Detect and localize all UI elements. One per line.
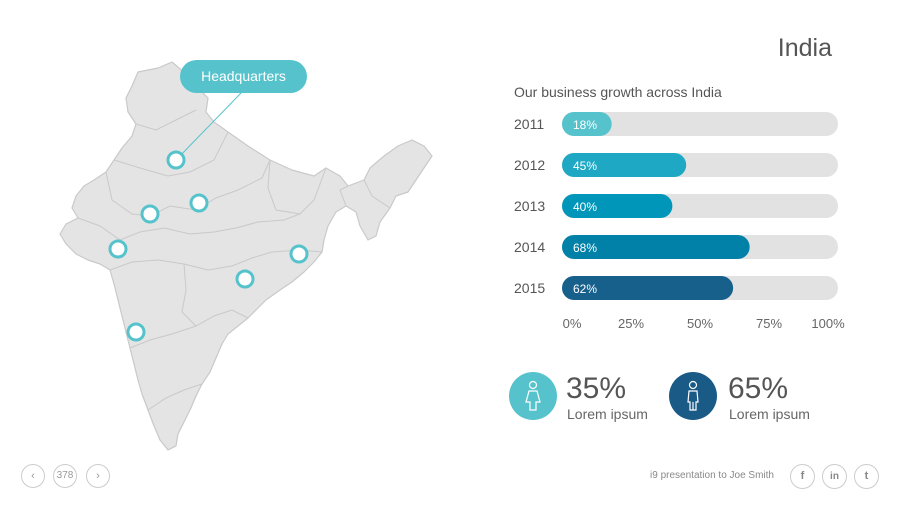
slide-title: India <box>777 34 832 62</box>
location-marker[interactable] <box>126 322 146 342</box>
bar-track <box>562 112 838 136</box>
location-marker[interactable] <box>140 204 160 224</box>
axis-tick-label: 75% <box>756 316 782 331</box>
location-marker[interactable] <box>235 269 255 289</box>
facebook-button[interactable]: f <box>790 464 815 489</box>
male-person-icon <box>687 380 699 411</box>
stat-value: 65% <box>728 372 789 405</box>
bar-value-label: 45% <box>573 159 597 173</box>
callout-line <box>175 91 243 161</box>
location-marker[interactable] <box>289 244 309 264</box>
bar-value-label: 40% <box>573 200 597 214</box>
location-marker[interactable] <box>189 193 209 213</box>
female-person-icon <box>525 380 541 411</box>
bar-value-label: 62% <box>573 282 597 296</box>
twitter-icon: t <box>864 470 869 482</box>
bar-value-label: 18% <box>573 118 597 132</box>
stat-circle-male <box>669 372 717 420</box>
chevron-left-icon: ‹ <box>31 470 35 482</box>
map-markers <box>108 150 309 342</box>
india-map <box>59 61 433 451</box>
bar-value-label: 68% <box>573 241 597 255</box>
axis-tick-label: 0% <box>563 316 582 331</box>
axis-tick-label: 100% <box>811 316 845 331</box>
chevron-right-icon: › <box>96 470 100 482</box>
hq-marker[interactable] <box>166 150 186 170</box>
prev-slide-button[interactable]: ‹ <box>21 464 45 488</box>
category-label: 2013 <box>514 198 545 214</box>
axis-tick-label: 50% <box>687 316 713 331</box>
next-slide-button[interactable]: › <box>86 464 110 488</box>
facebook-icon: f <box>800 470 805 482</box>
linkedin-button[interactable]: in <box>822 464 847 489</box>
stat-circle-female <box>509 372 557 420</box>
axis-tick-label: 25% <box>618 316 644 331</box>
presentation-footer-text: i9 presentation to Joe Smith <box>650 470 774 481</box>
category-label: 2014 <box>514 239 545 255</box>
bar <box>562 276 734 300</box>
headquarters-callout: Headquarters <box>180 60 307 93</box>
category-label: 2011 <box>514 116 544 132</box>
location-marker[interactable] <box>108 239 128 259</box>
stat-label: Lorem ipsum <box>729 406 810 422</box>
bar <box>562 112 612 136</box>
bar <box>562 235 750 259</box>
linkedin-icon: in <box>830 471 839 482</box>
bar <box>562 153 687 177</box>
page-number: 378 <box>53 464 77 488</box>
stat-value: 35% <box>566 372 627 405</box>
category-label: 2015 <box>514 280 545 296</box>
category-label: 2012 <box>514 157 545 173</box>
twitter-button[interactable]: t <box>854 464 879 489</box>
chart-title: Our business growth across India <box>514 84 722 100</box>
bar <box>562 194 673 218</box>
stat-label: Lorem ipsum <box>567 406 648 422</box>
growth-bar-chart: 2011 18% 2012 45% 2013 40% 2014 68% 2015 62% 0% 25%… <box>514 112 845 331</box>
